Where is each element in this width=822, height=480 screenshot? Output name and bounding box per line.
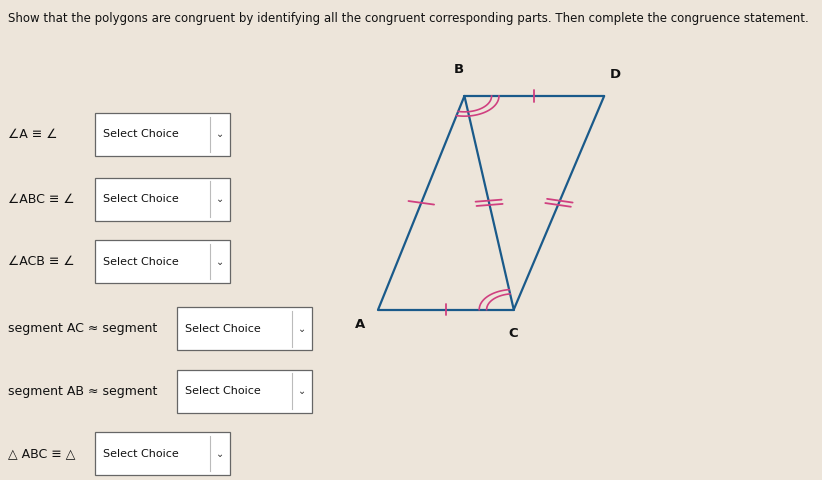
Text: segment AC ≈ segment: segment AC ≈ segment [8, 322, 158, 336]
Text: D: D [609, 68, 621, 81]
FancyBboxPatch shape [95, 113, 230, 156]
Text: ⌄: ⌄ [216, 194, 224, 204]
FancyBboxPatch shape [95, 178, 230, 221]
Text: segment AB ≈ segment: segment AB ≈ segment [8, 384, 158, 398]
Text: Select Choice: Select Choice [185, 386, 261, 396]
Text: B: B [454, 63, 464, 76]
Text: △ ABC ≡ △: △ ABC ≡ △ [8, 447, 76, 460]
Text: Show that the polygons are congruent by identifying all the congruent correspond: Show that the polygons are congruent by … [8, 12, 809, 25]
Text: ∠ACB ≡ ∠: ∠ACB ≡ ∠ [8, 255, 75, 268]
FancyBboxPatch shape [177, 307, 312, 350]
Text: ⌄: ⌄ [216, 130, 224, 139]
Text: A: A [355, 317, 365, 331]
Text: ⌄: ⌄ [216, 257, 224, 266]
Text: Select Choice: Select Choice [103, 257, 178, 266]
Text: Select Choice: Select Choice [103, 449, 178, 458]
Text: Select Choice: Select Choice [103, 130, 178, 139]
Text: ⌄: ⌄ [216, 449, 224, 458]
Text: C: C [508, 327, 518, 340]
Text: Select Choice: Select Choice [103, 194, 178, 204]
FancyBboxPatch shape [177, 370, 312, 413]
Text: Select Choice: Select Choice [185, 324, 261, 334]
FancyBboxPatch shape [95, 240, 230, 283]
Text: ∠A ≡ ∠: ∠A ≡ ∠ [8, 128, 58, 141]
Text: ∠ABC ≡ ∠: ∠ABC ≡ ∠ [8, 192, 75, 206]
FancyBboxPatch shape [95, 432, 230, 475]
Text: ⌄: ⌄ [298, 386, 307, 396]
Text: ⌄: ⌄ [298, 324, 307, 334]
